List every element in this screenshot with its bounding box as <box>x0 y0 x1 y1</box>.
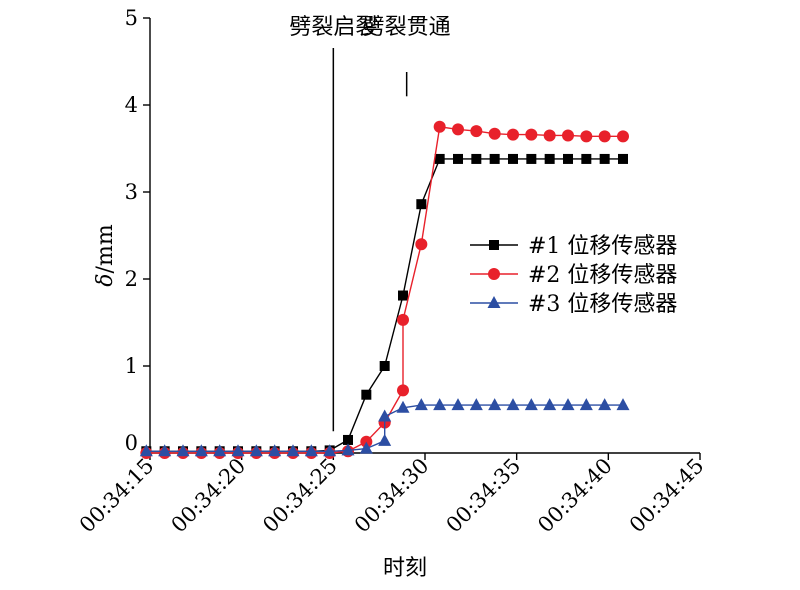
y-tick-label: 5 <box>125 6 138 30</box>
data-point-square <box>544 153 555 164</box>
data-point-circle <box>525 128 538 141</box>
series-layer <box>139 120 630 459</box>
data-point-circle <box>562 129 574 142</box>
data-point-circle <box>543 129 556 142</box>
data-point-triangle <box>488 398 502 411</box>
data-point-triangle <box>506 398 520 411</box>
data-point-triangle <box>524 398 538 411</box>
data-point-triangle <box>616 398 630 411</box>
series-2 <box>140 120 629 459</box>
y-ticks: 1 2 3 4 5 0 <box>125 6 150 455</box>
data-point-square <box>508 153 518 164</box>
x-tick-label: 00:34:20 <box>167 454 251 538</box>
y-tick-label: 2 <box>125 267 138 291</box>
data-point-triangle <box>414 398 428 411</box>
data-point-square <box>563 153 573 164</box>
legend-item: #2 位移传感器 <box>470 263 677 288</box>
annotation-label: 劈裂启裂 <box>289 15 377 40</box>
data-point-square <box>618 153 628 164</box>
data-point-square <box>343 434 353 445</box>
data-point-circle <box>580 130 593 143</box>
x-ticks: 00:34:15 00:34:20 00:34:25 00:34:30 00:34:35… <box>75 453 709 537</box>
data-point-triangle <box>176 444 190 457</box>
data-point-triangle <box>451 398 465 411</box>
data-point-triangle <box>543 398 557 411</box>
data-point-circle <box>470 125 483 138</box>
data-point-square <box>453 153 463 164</box>
data-point-triangle <box>194 444 208 457</box>
data-point-triangle <box>341 443 355 456</box>
x-tick-label: 00:34:40 <box>533 454 617 538</box>
data-point-triangle <box>304 444 318 457</box>
legend-label: #3 位移传感器 <box>528 292 677 317</box>
x-tick-label: 00:34:15 <box>75 454 159 538</box>
data-point-square <box>471 153 482 164</box>
x-axis-title: 时刻 <box>383 556 427 581</box>
y-tick-label: 3 <box>125 180 138 204</box>
x-tick-label: 00:34:30 <box>350 454 434 538</box>
data-point-triangle <box>323 444 337 457</box>
data-point-triangle <box>561 398 575 411</box>
data-point-square <box>489 240 499 250</box>
data-point-square <box>398 290 408 301</box>
legend-item: #1 位移传感器 <box>470 234 677 259</box>
legend-label: #1 位移传感器 <box>528 234 677 259</box>
data-point-circle <box>617 130 629 143</box>
legend: #1 位移传感器 #2 位移传感器 #3 位移传感器 <box>470 234 677 317</box>
data-point-circle <box>488 127 501 140</box>
series-3 <box>139 398 630 457</box>
legend-label: #2 位移传感器 <box>528 263 677 288</box>
x-tick-label: 00:34:35 <box>442 454 526 538</box>
data-point-square <box>599 153 610 164</box>
y-axis-title: δ/mm <box>93 224 118 287</box>
series-line <box>146 404 623 452</box>
data-point-square <box>526 153 537 164</box>
y-tick-label: 1 <box>125 354 138 378</box>
data-point-square <box>361 389 372 400</box>
y-axis-unit: /mm <box>93 224 118 273</box>
data-point-square <box>581 153 592 164</box>
data-point-circle <box>452 123 464 136</box>
data-point-circle <box>507 128 519 141</box>
data-point-circle <box>415 238 428 251</box>
data-point-square <box>434 153 445 164</box>
data-point-triangle <box>249 444 263 457</box>
data-point-triangle <box>268 444 282 457</box>
data-point-circle <box>488 268 500 280</box>
data-point-triangle <box>359 441 373 454</box>
data-point-triangle <box>487 296 501 308</box>
data-point-square <box>416 199 427 210</box>
y-axis-symbol: δ <box>93 273 118 286</box>
data-point-triangle <box>231 444 245 457</box>
y-tick-label: 0 <box>125 431 138 455</box>
legend-item: #3 位移传感器 <box>470 292 677 317</box>
data-point-square <box>379 361 390 371</box>
data-point-circle <box>397 313 409 326</box>
data-point-triangle <box>396 400 410 413</box>
data-point-circle <box>598 130 611 143</box>
series-line <box>146 126 623 454</box>
data-point-triangle <box>286 444 300 457</box>
data-point-triangle <box>433 398 447 411</box>
data-point-triangle <box>579 398 593 411</box>
data-point-triangle <box>378 409 392 422</box>
data-point-triangle <box>598 398 612 411</box>
x-tick-label: 00:34:45 <box>625 454 709 538</box>
data-point-triangle <box>139 444 153 457</box>
data-point-square <box>489 153 500 164</box>
y-tick-label: 4 <box>125 93 138 117</box>
annotation-label: 劈裂贯通 <box>363 15 451 40</box>
data-point-triangle <box>158 444 172 457</box>
data-point-triangle <box>378 433 392 446</box>
x-tick-label: 00:34:25 <box>258 454 342 538</box>
data-point-circle <box>397 384 409 397</box>
data-point-triangle <box>469 398 483 411</box>
data-point-triangle <box>213 444 227 457</box>
data-point-circle <box>433 120 446 133</box>
